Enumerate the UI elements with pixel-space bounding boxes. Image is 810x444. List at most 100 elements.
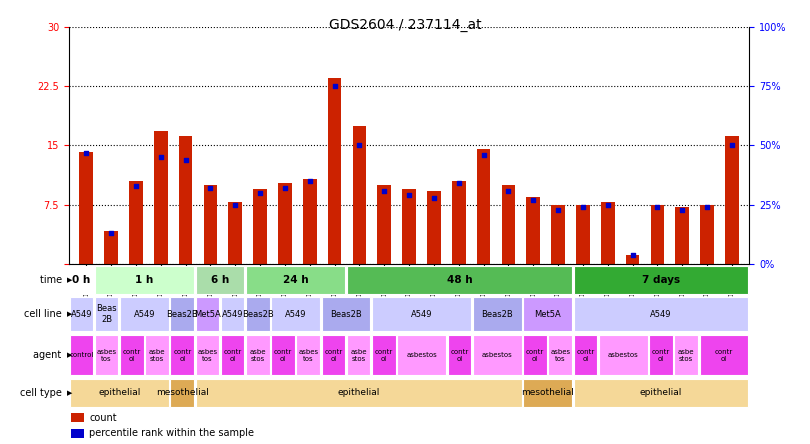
Text: A549: A549	[411, 309, 433, 319]
Text: A549: A549	[650, 309, 671, 319]
Bar	[676, 207, 689, 264]
Bar	[70, 379, 169, 407]
Bar	[120, 335, 143, 375]
Text: asbestos: asbestos	[608, 352, 638, 358]
Text: Beas2B: Beas2B	[481, 309, 513, 319]
Bar	[599, 335, 648, 375]
Text: ▶: ▶	[67, 352, 73, 358]
Point	[179, 156, 192, 163]
Point	[601, 201, 614, 208]
Text: asbestos: asbestos	[407, 352, 437, 358]
Text: contr
ol: contr ol	[173, 349, 191, 362]
Text: contr
ol: contr ol	[526, 349, 544, 362]
Text: mesothelial: mesothelial	[521, 388, 574, 397]
Text: contr
ol: contr ol	[715, 349, 733, 362]
Bar	[347, 266, 572, 294]
Text: 24 h: 24 h	[283, 275, 309, 285]
Bar	[625, 255, 639, 264]
Text: ▶: ▶	[67, 311, 73, 317]
Bar	[170, 297, 194, 331]
Text: asbe
stos: asbe stos	[249, 349, 266, 362]
Point	[279, 185, 292, 192]
Bar	[278, 183, 292, 264]
Text: ▶: ▶	[67, 277, 73, 283]
Bar	[372, 297, 471, 331]
Text: A549: A549	[70, 309, 92, 319]
Text: A549: A549	[285, 309, 306, 319]
Bar	[601, 202, 615, 264]
Text: contr
ol: contr ol	[224, 349, 241, 362]
Bar	[195, 266, 245, 294]
Text: asbe
stos: asbe stos	[678, 349, 694, 362]
Text: Beas2B: Beas2B	[242, 309, 274, 319]
Text: contr
ol: contr ol	[450, 349, 468, 362]
Text: cell line: cell line	[24, 309, 65, 319]
Point	[651, 204, 664, 211]
Bar	[675, 335, 698, 375]
Bar	[477, 149, 490, 264]
Bar	[650, 205, 664, 264]
Text: Met5A: Met5A	[194, 309, 221, 319]
Bar	[246, 266, 345, 294]
Text: ▶: ▶	[67, 390, 73, 396]
Text: asbe
stos: asbe stos	[351, 349, 367, 362]
Point	[104, 230, 117, 237]
Bar	[523, 379, 572, 407]
Bar	[377, 185, 391, 264]
Bar	[95, 335, 118, 375]
Bar	[129, 181, 143, 264]
Point	[552, 206, 565, 213]
Point	[328, 83, 341, 90]
Bar	[254, 189, 266, 264]
Bar	[552, 205, 565, 264]
Text: count: count	[89, 413, 117, 423]
Text: mesothelial: mesothelial	[156, 388, 209, 397]
Text: asbes
tos: asbes tos	[550, 349, 570, 362]
Bar	[170, 335, 194, 375]
Text: asbes
tos: asbes tos	[96, 349, 117, 362]
Point	[526, 197, 539, 204]
Text: Met5A: Met5A	[535, 309, 561, 319]
Bar	[473, 335, 522, 375]
Bar	[372, 335, 396, 375]
Text: Beas2B: Beas2B	[166, 309, 198, 319]
Bar	[397, 335, 446, 375]
Point	[626, 251, 639, 258]
Bar	[573, 266, 748, 294]
Bar	[347, 335, 370, 375]
Text: contr
ol: contr ol	[274, 349, 292, 362]
Text: agent: agent	[33, 350, 65, 360]
Text: epithelial: epithelial	[338, 388, 380, 397]
Point	[79, 149, 92, 156]
Point	[452, 180, 465, 187]
Text: contr
ol: contr ol	[577, 349, 595, 362]
Bar	[548, 335, 572, 375]
Bar	[246, 297, 270, 331]
Point	[204, 185, 217, 192]
Bar	[573, 379, 748, 407]
Bar	[573, 297, 748, 331]
Text: asbe
stos: asbe stos	[149, 349, 165, 362]
Text: GDS2604 / 237114_at: GDS2604 / 237114_at	[329, 18, 481, 32]
Bar	[427, 191, 441, 264]
Text: percentile rank within the sample: percentile rank within the sample	[89, 428, 254, 438]
Text: 7 days: 7 days	[642, 275, 680, 285]
Bar	[246, 335, 270, 375]
Text: 0 h: 0 h	[72, 275, 91, 285]
Bar	[154, 131, 168, 264]
Point	[377, 187, 390, 194]
Point	[502, 187, 515, 194]
Bar	[221, 335, 245, 375]
Bar	[452, 181, 466, 264]
Bar	[576, 205, 590, 264]
Bar	[95, 266, 194, 294]
Bar	[352, 126, 366, 264]
Point	[477, 151, 490, 159]
Point	[303, 178, 316, 185]
Text: epithelial: epithelial	[640, 388, 682, 397]
Bar	[203, 185, 217, 264]
Bar	[322, 297, 370, 331]
Bar	[71, 413, 84, 423]
Text: contr
ol: contr ol	[375, 349, 393, 362]
Bar	[195, 297, 220, 331]
